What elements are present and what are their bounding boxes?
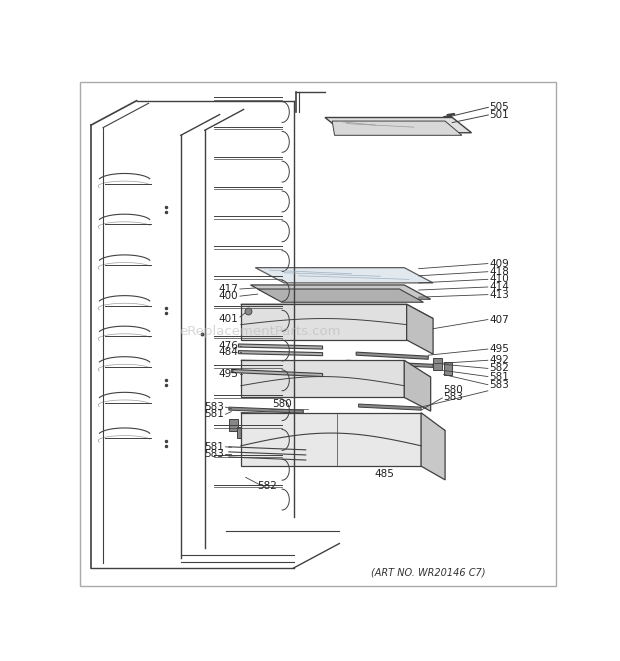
- Text: 583: 583: [489, 379, 509, 390]
- Polygon shape: [241, 304, 407, 340]
- Polygon shape: [241, 360, 431, 377]
- Text: 492: 492: [489, 355, 509, 366]
- Text: eReplacementParts.com: eReplacementParts.com: [179, 325, 341, 338]
- Polygon shape: [239, 350, 322, 356]
- Polygon shape: [421, 412, 445, 480]
- Text: 417: 417: [219, 284, 239, 294]
- Polygon shape: [356, 352, 428, 360]
- Text: (ART NO. WR20146 C7): (ART NO. WR20146 C7): [371, 567, 486, 577]
- Text: 400: 400: [219, 291, 239, 301]
- Polygon shape: [255, 268, 433, 283]
- Polygon shape: [433, 358, 441, 370]
- Text: 501: 501: [489, 110, 509, 120]
- Polygon shape: [250, 285, 431, 299]
- Text: 413: 413: [489, 290, 509, 299]
- Text: 583: 583: [444, 393, 464, 403]
- Polygon shape: [241, 412, 445, 430]
- Text: 409: 409: [489, 258, 509, 268]
- Polygon shape: [404, 360, 431, 411]
- Polygon shape: [358, 404, 421, 410]
- Polygon shape: [239, 344, 322, 349]
- Polygon shape: [229, 419, 238, 430]
- Polygon shape: [444, 362, 453, 375]
- Text: 407: 407: [489, 315, 509, 325]
- Polygon shape: [325, 118, 471, 133]
- Text: 418: 418: [489, 266, 509, 277]
- Polygon shape: [407, 304, 433, 354]
- Text: 580: 580: [444, 385, 463, 395]
- Polygon shape: [231, 369, 322, 377]
- Text: 583: 583: [204, 449, 224, 459]
- Text: 580: 580: [272, 399, 292, 408]
- Polygon shape: [241, 360, 404, 397]
- Polygon shape: [237, 427, 246, 438]
- Text: 582: 582: [258, 481, 278, 492]
- Text: 583: 583: [204, 402, 224, 412]
- Text: 414: 414: [489, 282, 509, 292]
- Polygon shape: [241, 304, 433, 319]
- Polygon shape: [347, 360, 433, 368]
- Text: 495: 495: [489, 344, 509, 354]
- Text: 476: 476: [219, 340, 239, 350]
- Text: 485: 485: [374, 469, 394, 479]
- Text: 505: 505: [489, 102, 509, 112]
- Polygon shape: [258, 289, 423, 302]
- Text: 401: 401: [219, 313, 239, 323]
- Text: 581: 581: [204, 442, 224, 452]
- Polygon shape: [241, 412, 421, 466]
- Polygon shape: [332, 121, 462, 136]
- Text: 410: 410: [489, 274, 509, 284]
- Polygon shape: [229, 407, 303, 413]
- Text: 582: 582: [489, 364, 509, 373]
- Text: 495: 495: [219, 368, 239, 379]
- Text: 581: 581: [204, 409, 224, 419]
- Text: 581: 581: [489, 371, 509, 381]
- Text: 484: 484: [219, 347, 239, 357]
